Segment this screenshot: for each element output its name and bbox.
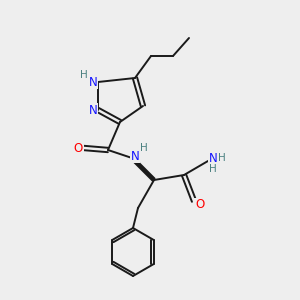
Text: N: N	[88, 103, 98, 116]
Text: N: N	[88, 76, 98, 88]
Text: H: H	[209, 164, 217, 174]
Text: N: N	[130, 149, 140, 163]
Text: H: H	[80, 70, 88, 80]
Text: H: H	[218, 153, 226, 163]
Text: H: H	[140, 143, 148, 153]
Text: N: N	[208, 152, 217, 164]
Text: O: O	[74, 142, 82, 154]
Text: O: O	[195, 199, 205, 212]
